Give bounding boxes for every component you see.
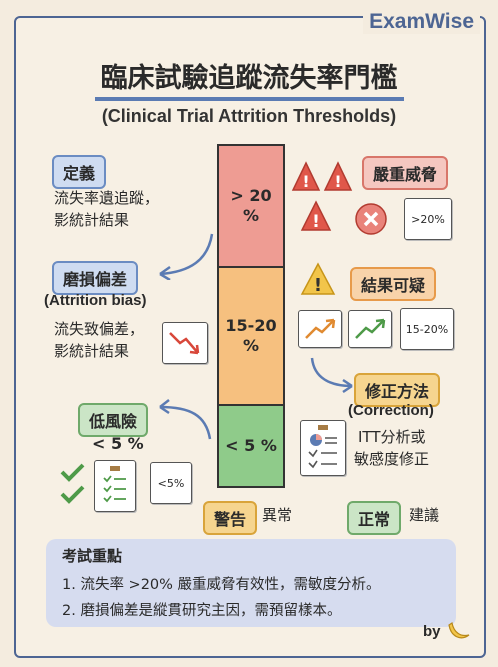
report-document-icon <box>300 420 346 476</box>
signature: by <box>423 623 441 640</box>
title-text: 臨床試驗追蹤流失率門檻 <box>94 56 404 101</box>
svg-text:!: ! <box>334 172 341 191</box>
curved-arrow-icon <box>310 357 353 394</box>
attrition-bias-english: (Attrition bias) <box>44 292 147 309</box>
warning-legend-tag: 警告 <box>203 501 258 535</box>
high-attrition-segment: > 20 % <box>219 146 283 266</box>
doubtful-results-tag: 結果可疑 <box>350 267 437 301</box>
low-attrition-segment: < 5 % <box>219 404 283 486</box>
exam-points-title: 考試重點 <box>62 547 123 565</box>
definition-tag: 定義 <box>52 155 107 189</box>
threshold-bar: > 20 % 15-20 % < 5 % <box>217 144 285 488</box>
low-percent-card: <5% <box>150 462 192 504</box>
doubtful-percent-card: 15-20% <box>400 308 454 350</box>
severe-threat-tag: 嚴重威脅 <box>362 156 449 190</box>
correction-line2: 敏感度修正 <box>354 450 430 468</box>
correction-line1: ITT分析或 <box>358 428 426 446</box>
definition-line2: 影統計結果 <box>54 211 130 229</box>
normal-legend-text: 建議 <box>409 506 440 524</box>
curved-arrow-icon <box>159 233 214 280</box>
attrition-bias-tag: 磨損偏差 <box>52 261 139 295</box>
svg-text:!: ! <box>302 172 309 191</box>
bias-line1: 流失致偏差， <box>54 320 145 338</box>
page-title: 臨床試驗追蹤流失率門檻 <box>0 56 498 101</box>
exam-point-2: 2. 磨損偏差是縱貫研究主因，需預留樣本。 <box>62 603 342 619</box>
exam-points-panel <box>46 539 456 627</box>
definition-line1: 流失率遺追蹤， <box>54 189 160 207</box>
brand-logo: ExamWise <box>363 10 480 34</box>
downtrend-chart-icon <box>162 322 208 364</box>
uptrend-chart-icon <box>348 310 392 348</box>
banana-icon <box>448 622 470 639</box>
low-risk-tag: 低風險 <box>78 403 149 437</box>
caution-triangle-icon: ! <box>300 262 336 296</box>
warning-legend-text: 異常 <box>262 506 293 524</box>
normal-legend-tag: 正常 <box>347 501 402 535</box>
severe-percent-card: >20% <box>404 198 452 240</box>
curved-arrow-icon <box>159 399 212 440</box>
warning-triangle-icon: ! ! <box>291 161 353 191</box>
error-cross-icon <box>355 203 387 235</box>
warning-triangle-icon: ! <box>300 200 332 232</box>
page-subtitle: (Clinical Trial Attrition Thresholds) <box>101 106 397 126</box>
checkmark-icon <box>60 463 85 504</box>
mid-attrition-segment: 15-20 % <box>219 266 283 404</box>
bias-line2: 影統計結果 <box>54 342 130 360</box>
low-risk-value: < 5 % <box>92 434 144 453</box>
exam-point-1: 1. 流失率 >20% 嚴重威脅有效性，需敏度分析。 <box>62 577 381 593</box>
clipboard-icon <box>94 460 136 512</box>
svg-text:!: ! <box>312 212 320 232</box>
correction-tag: 修正方法 <box>354 373 441 407</box>
svg-text:!: ! <box>314 275 322 296</box>
correction-english: (Correction) <box>348 402 434 419</box>
uptrend-chart-icon <box>298 310 342 348</box>
